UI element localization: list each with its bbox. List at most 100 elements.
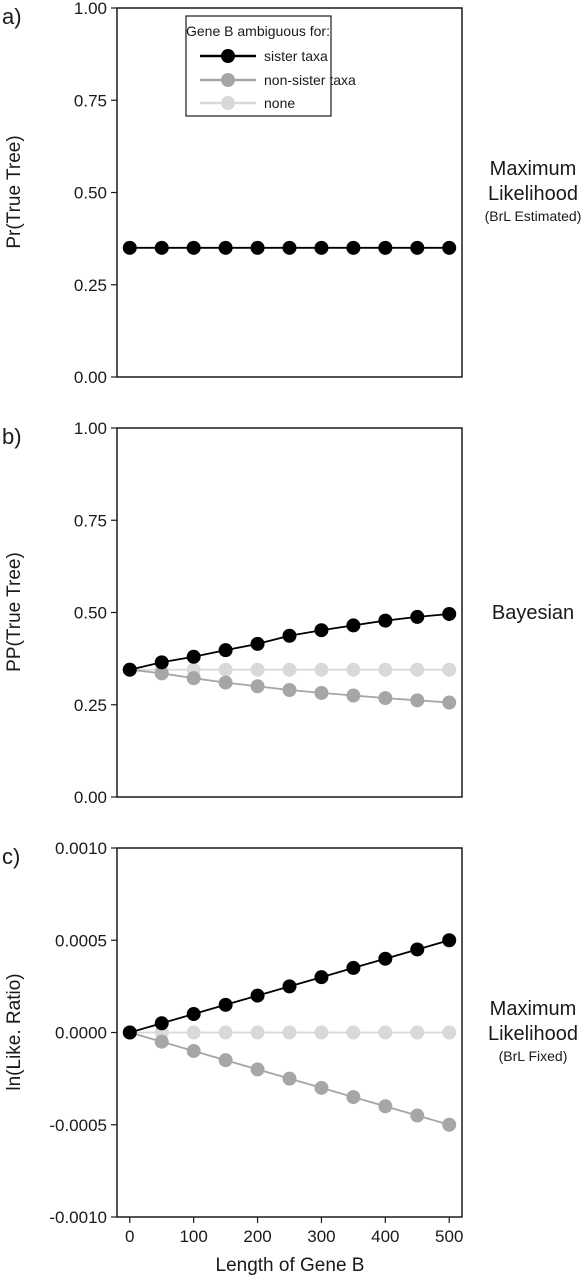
legend-label-nonsister: non-sister taxa (264, 72, 356, 88)
data-point-sister-taxa-c-5 (282, 979, 297, 994)
data-point-none-b-3 (218, 662, 233, 677)
data-point-none-c-6 (314, 1025, 329, 1040)
data-point-non-sister-taxa-b-3 (218, 675, 233, 690)
data-point-non-sister-taxa-c-3 (218, 1053, 233, 1068)
y-ticks-c: -0.0010 -0.0005 0.0000 0.0005 0.0010 (49, 839, 117, 1227)
y-tick-label-c-0: -0.0010 (49, 1208, 107, 1227)
data-point-sister-taxa-a-9 (410, 240, 425, 255)
y-tick-label-b-2: 0.50 (74, 604, 107, 623)
data-point-sister-taxa-c-8 (378, 951, 393, 966)
data-point-sister-taxa-b-5 (282, 628, 297, 643)
data-point-sister-taxa-b-8 (378, 613, 393, 628)
data-point-sister-taxa-b-6 (314, 623, 329, 638)
data-point-non-sister-taxa-c-6 (314, 1080, 329, 1095)
data-point-non-sister-taxa-c-7 (346, 1090, 361, 1105)
y-tick-label-c-3: 0.0005 (55, 931, 107, 950)
data-point-sister-taxa-a-6 (314, 240, 329, 255)
data-point-none-c-8 (378, 1025, 393, 1040)
data-point-non-sister-taxa-b-7 (346, 688, 361, 703)
panel-c: c) ln(Like. Ratio) Maximum Likelihood (B… (2, 839, 578, 1276)
data-point-sister-taxa-c-3 (218, 997, 233, 1012)
data-point-sister-taxa-b-7 (346, 618, 361, 633)
data-point-non-sister-taxa-b-8 (378, 691, 393, 706)
y-axis-label-a: Pr(True Tree) (4, 135, 25, 248)
legend-label-none: none (264, 95, 295, 111)
data-point-sister-taxa-c-6 (314, 970, 329, 985)
data-point-none-c-2 (186, 1025, 201, 1040)
y-tick-label-a-4: 1.00 (74, 0, 107, 18)
legend-title: Gene B ambiguous for: (186, 23, 330, 39)
y-tick-label-a-2: 0.50 (74, 184, 107, 203)
x-axis-label: Length of Gene B (216, 1255, 365, 1276)
legend-marker-nonsister (221, 73, 235, 87)
data-point-sister-taxa-c-9 (410, 942, 425, 957)
data-point-none-b-9 (410, 662, 425, 677)
legend: Gene B ambiguous for: sister taxa non-si… (185, 15, 356, 117)
legend-box (185, 15, 332, 117)
data-point-none-c-7 (346, 1025, 361, 1040)
data-point-none-c-3 (218, 1025, 233, 1040)
data-point-sister-taxa-b-0 (122, 662, 137, 677)
data-point-non-sister-taxa-c-5 (282, 1071, 297, 1086)
panel-letter-b: b) (2, 424, 22, 449)
data-point-non-sister-taxa-c-1 (154, 1034, 169, 1049)
y-tick-label-b-4: 1.00 (74, 419, 107, 438)
x-ticks-c: 0 100 200 300 400 500 (125, 1217, 463, 1246)
side-title-c-line2: Likelihood (488, 1023, 578, 1045)
y-axis-label-c: ln(Like. Ratio) (4, 973, 25, 1090)
data-point-sister-taxa-c-7 (346, 960, 361, 975)
data-point-sister-taxa-a-8 (378, 240, 393, 255)
x-tick-label-1: 100 (179, 1227, 207, 1246)
data-point-non-sister-taxa-c-9 (410, 1108, 425, 1123)
side-title-a-line2: Likelihood (488, 183, 578, 205)
data-point-none-b-10 (442, 662, 457, 677)
x-tick-label-0: 0 (125, 1227, 134, 1246)
data-point-sister-taxa-a-1 (154, 240, 169, 255)
data-point-non-sister-taxa-b-10 (442, 695, 457, 710)
data-point-sister-taxa-a-5 (282, 240, 297, 255)
data-point-sister-taxa-a-3 (218, 240, 233, 255)
data-point-sister-taxa-c-0 (122, 1025, 137, 1040)
data-point-sister-taxa-b-3 (218, 643, 233, 658)
plot-frame-b (116, 427, 463, 798)
data-point-sister-taxa-c-2 (186, 1007, 201, 1022)
y-tick-label-c-2: 0.0000 (55, 1024, 107, 1043)
panel-letter-c: c) (2, 844, 20, 869)
side-title-c-line1: Maximum (490, 998, 577, 1020)
side-title-a-line1: Maximum (490, 158, 577, 180)
data-point-none-b-6 (314, 662, 329, 677)
panel-b: b) PP(True Tree) Bayesian 0.000.250.500.… (2, 419, 574, 807)
data-point-sister-taxa-a-4 (250, 240, 265, 255)
data-point-non-sister-taxa-b-4 (250, 679, 265, 694)
y-ticks-a: 0.00 0.25 0.50 0.75 1.00 (74, 0, 117, 387)
y-tick-label-b-3: 0.75 (74, 511, 107, 530)
data-point-non-sister-taxa-b-1 (154, 666, 169, 681)
data-point-non-sister-taxa-b-6 (314, 685, 329, 700)
data-point-none-c-5 (282, 1025, 297, 1040)
data-point-none-c-10 (442, 1025, 457, 1040)
y-tick-label-c-4: 0.0010 (55, 839, 107, 858)
data-point-sister-taxa-c-10 (442, 933, 457, 948)
data-point-sister-taxa-c-4 (250, 988, 265, 1003)
data-point-none-b-7 (346, 662, 361, 677)
side-subtitle-a: (BrL Estimated) (485, 208, 582, 224)
data-point-non-sister-taxa-c-4 (250, 1062, 265, 1077)
y-axis-label-b: PP(True Tree) (4, 552, 25, 672)
y-tick-label-a-3: 0.75 (74, 91, 107, 110)
data-point-none-b-4 (250, 662, 265, 677)
data-point-non-sister-taxa-c-2 (186, 1043, 201, 1058)
y-tick-label-b-1: 0.25 (74, 696, 107, 715)
side-subtitle-c: (BrL Fixed) (499, 1048, 568, 1064)
data-point-sister-taxa-b-4 (250, 636, 265, 651)
y-tick-label-a-1: 0.25 (74, 276, 107, 295)
x-tick-label-5: 500 (435, 1227, 463, 1246)
data-point-non-sister-taxa-b-5 (282, 682, 297, 697)
data-point-sister-taxa-b-1 (154, 655, 169, 670)
y-tick-label-a-0: 0.00 (74, 368, 107, 387)
legend-marker-none (221, 96, 235, 110)
data-point-non-sister-taxa-b-9 (410, 693, 425, 708)
data-point-sister-taxa-b-9 (410, 609, 425, 624)
data-point-sister-taxa-a-7 (346, 240, 361, 255)
data-point-non-sister-taxa-c-8 (378, 1099, 393, 1114)
x-tick-label-4: 400 (371, 1227, 399, 1246)
